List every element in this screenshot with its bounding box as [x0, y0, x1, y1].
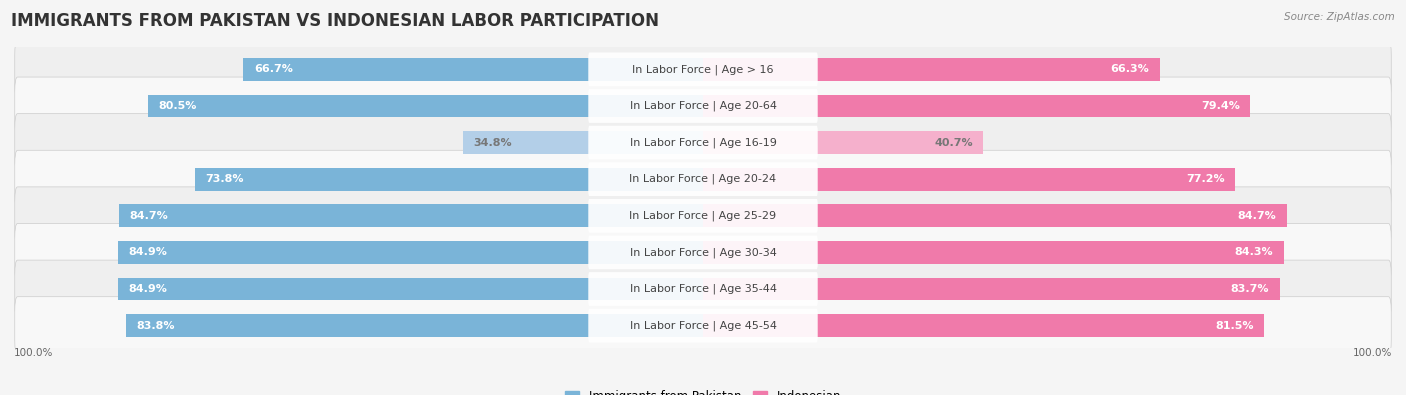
- Bar: [194, 168, 703, 190]
- FancyBboxPatch shape: [14, 187, 1392, 245]
- Bar: [703, 205, 1286, 227]
- FancyBboxPatch shape: [14, 224, 1392, 281]
- Text: In Labor Force | Age 20-24: In Labor Force | Age 20-24: [630, 174, 776, 184]
- Bar: [703, 95, 1250, 117]
- FancyBboxPatch shape: [588, 126, 818, 160]
- Bar: [120, 205, 703, 227]
- FancyBboxPatch shape: [14, 114, 1392, 171]
- FancyBboxPatch shape: [14, 77, 1392, 135]
- FancyBboxPatch shape: [14, 150, 1392, 208]
- Bar: [703, 278, 1279, 300]
- Text: 84.9%: 84.9%: [128, 247, 167, 258]
- Text: Source: ZipAtlas.com: Source: ZipAtlas.com: [1284, 12, 1395, 22]
- Bar: [703, 168, 1234, 190]
- FancyBboxPatch shape: [14, 260, 1392, 318]
- FancyBboxPatch shape: [14, 40, 1392, 98]
- FancyBboxPatch shape: [588, 309, 818, 342]
- Bar: [703, 131, 983, 154]
- Text: 80.5%: 80.5%: [159, 101, 197, 111]
- Text: In Labor Force | Age 35-44: In Labor Force | Age 35-44: [630, 284, 776, 294]
- Text: In Labor Force | Age > 16: In Labor Force | Age > 16: [633, 64, 773, 75]
- Text: 79.4%: 79.4%: [1201, 101, 1240, 111]
- Bar: [243, 58, 703, 81]
- Text: 83.8%: 83.8%: [136, 321, 174, 331]
- FancyBboxPatch shape: [588, 53, 818, 86]
- FancyBboxPatch shape: [588, 235, 818, 269]
- Bar: [149, 95, 703, 117]
- Text: 66.7%: 66.7%: [254, 64, 292, 74]
- Text: 100.0%: 100.0%: [14, 348, 53, 357]
- Text: In Labor Force | Age 30-34: In Labor Force | Age 30-34: [630, 247, 776, 258]
- FancyBboxPatch shape: [588, 272, 818, 306]
- Text: 77.2%: 77.2%: [1185, 174, 1225, 184]
- Text: 81.5%: 81.5%: [1216, 321, 1254, 331]
- Bar: [125, 314, 703, 337]
- Bar: [463, 131, 703, 154]
- Text: In Labor Force | Age 45-54: In Labor Force | Age 45-54: [630, 320, 776, 331]
- FancyBboxPatch shape: [588, 199, 818, 233]
- Text: In Labor Force | Age 20-64: In Labor Force | Age 20-64: [630, 101, 776, 111]
- Text: 40.7%: 40.7%: [935, 137, 973, 148]
- Text: 100.0%: 100.0%: [1353, 348, 1392, 357]
- Bar: [703, 58, 1160, 81]
- Bar: [118, 278, 703, 300]
- Text: 73.8%: 73.8%: [205, 174, 243, 184]
- Text: 84.3%: 84.3%: [1234, 247, 1274, 258]
- Bar: [118, 241, 703, 264]
- Text: 84.7%: 84.7%: [129, 211, 169, 221]
- Text: 84.7%: 84.7%: [1237, 211, 1277, 221]
- FancyBboxPatch shape: [588, 162, 818, 196]
- Bar: [703, 241, 1284, 264]
- Text: 84.9%: 84.9%: [128, 284, 167, 294]
- Text: 66.3%: 66.3%: [1111, 64, 1150, 74]
- Legend: Immigrants from Pakistan, Indonesian: Immigrants from Pakistan, Indonesian: [560, 385, 846, 395]
- Text: In Labor Force | Age 16-19: In Labor Force | Age 16-19: [630, 137, 776, 148]
- Text: IMMIGRANTS FROM PAKISTAN VS INDONESIAN LABOR PARTICIPATION: IMMIGRANTS FROM PAKISTAN VS INDONESIAN L…: [11, 12, 659, 30]
- Text: 83.7%: 83.7%: [1230, 284, 1270, 294]
- Text: In Labor Force | Age 25-29: In Labor Force | Age 25-29: [630, 211, 776, 221]
- Text: 34.8%: 34.8%: [474, 137, 512, 148]
- FancyBboxPatch shape: [588, 89, 818, 123]
- FancyBboxPatch shape: [14, 297, 1392, 355]
- Bar: [703, 314, 1264, 337]
